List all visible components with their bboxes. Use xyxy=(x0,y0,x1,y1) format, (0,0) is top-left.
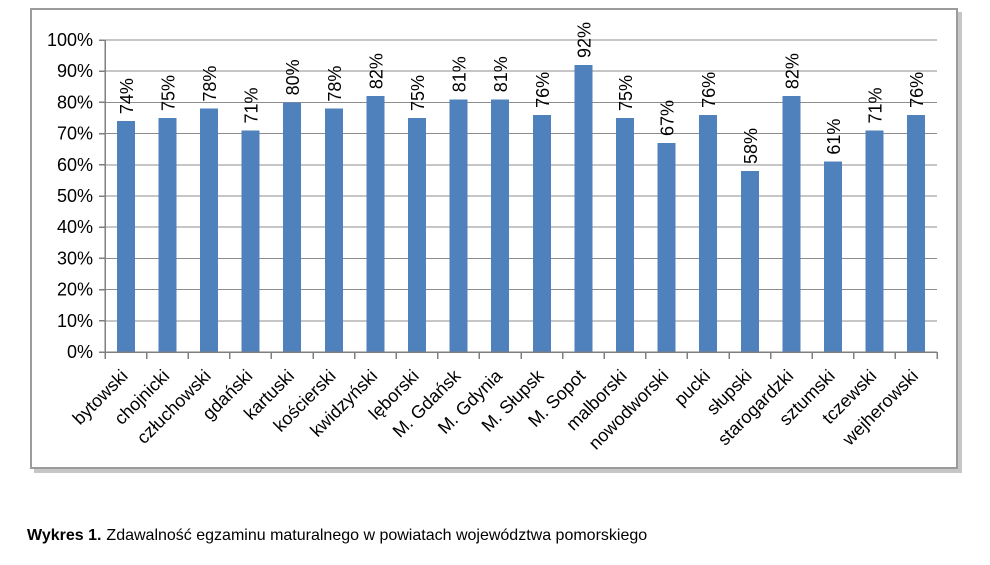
bar-value-label: 74% xyxy=(117,78,137,114)
bar xyxy=(449,99,468,352)
bar xyxy=(200,108,218,352)
bar-value-label: 78% xyxy=(200,66,220,102)
bar xyxy=(740,171,759,352)
bar-value-label: 76% xyxy=(533,72,553,108)
bar-value-label: 58% xyxy=(741,128,761,164)
bar-value-label: 75% xyxy=(616,75,636,111)
bar-value-label: 81% xyxy=(491,56,511,92)
bar-value-label: 76% xyxy=(699,72,719,108)
bar-value-label: 71% xyxy=(866,87,886,123)
bar xyxy=(324,108,343,352)
y-tick-label: 70% xyxy=(57,124,93,144)
y-tick-label: 50% xyxy=(57,186,93,206)
bar xyxy=(283,102,302,353)
bar xyxy=(116,121,135,353)
bar xyxy=(782,96,801,352)
chart-frame: 74% 75% 78% 71% 80% 78% 82% 75% 81% 81% 76% 92% 75% 6… xyxy=(30,8,958,469)
bar-value-label: 76% xyxy=(907,72,927,108)
y-tick-label: 10% xyxy=(57,311,93,331)
y-tick-label: 30% xyxy=(57,248,93,268)
bar-value-label: 75% xyxy=(408,75,428,111)
caption-number-label: Wykres 1. xyxy=(27,527,102,544)
bar xyxy=(491,99,510,352)
bar xyxy=(657,142,676,352)
bar-value-label: 81% xyxy=(450,56,470,92)
bar xyxy=(616,118,634,352)
bar-value-label: 75% xyxy=(158,75,178,111)
y-tick-label: 100% xyxy=(47,30,93,50)
bar-value-label: 82% xyxy=(782,53,802,89)
y-tick-label: 40% xyxy=(57,217,93,237)
bar xyxy=(574,64,593,353)
caption-text: Zdawalność egzaminu maturalnego w powiat… xyxy=(106,527,648,544)
bar-value-label: 80% xyxy=(283,59,303,95)
bar-value-label: 78% xyxy=(325,66,345,102)
bar xyxy=(366,96,385,352)
bar xyxy=(241,130,260,352)
bar-chart: 74% 75% 78% 71% 80% 78% 82% 75% 81% 81% 76% 92% 75% 6… xyxy=(47,22,938,453)
bar xyxy=(907,114,926,352)
bar xyxy=(158,118,177,352)
bar-value-label: 67% xyxy=(658,100,678,136)
bar-value-label: 92% xyxy=(574,22,594,58)
bar xyxy=(865,130,884,352)
bar xyxy=(699,114,718,352)
bar-value-label: 71% xyxy=(242,87,262,123)
bar-value-label: 61% xyxy=(824,119,844,155)
chart-caption: Wykres 1. Zdawalność egzaminu maturalnego… xyxy=(27,527,647,545)
bar xyxy=(532,114,551,352)
y-tick-label: 80% xyxy=(57,92,93,112)
bar-value-label: 82% xyxy=(366,53,386,89)
bar xyxy=(824,161,842,352)
y-tick-label: 20% xyxy=(57,280,93,300)
y-tick-label: 60% xyxy=(57,155,93,175)
y-tick-label: 90% xyxy=(57,61,93,81)
y-tick-label: 0% xyxy=(67,342,93,362)
bar xyxy=(408,118,426,352)
